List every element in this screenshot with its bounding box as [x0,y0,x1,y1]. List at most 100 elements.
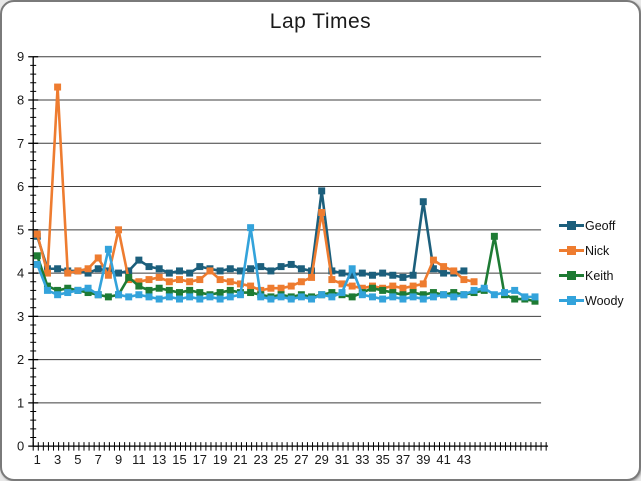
y-tick-label: 1 [17,395,24,410]
data-point-marker [511,295,519,303]
legend-label: Keith [585,268,614,283]
data-point-marker [419,295,427,303]
data-point-marker [399,291,407,299]
x-tick-label: 39 [416,452,430,467]
data-point-marker [135,291,143,299]
x-tick-label: 3 [54,452,61,467]
data-point-marker [450,267,458,275]
data-point-marker [490,291,498,299]
data-point-marker [338,269,346,277]
data-point-marker [429,256,437,264]
data-point-marker [54,286,62,294]
series-woody [33,224,539,303]
data-point-marker [54,83,62,91]
x-axis: 1 3 5 7 9 11 13 15 17 19 21 23 25 27 29 31 33 35 37 39 41 43 [32,442,549,467]
x-tick-label: 41 [436,452,450,467]
x-tick-label: 25 [274,452,288,467]
data-point-marker [358,291,366,299]
x-tick-label: 29 [314,452,328,467]
data-point-marker [115,291,123,299]
data-point-marker [94,265,102,273]
data-point-marker [308,295,316,303]
data-point-marker [165,269,173,277]
data-point-marker [277,293,285,301]
data-point-marker [115,269,123,277]
data-point-marker [155,265,163,273]
data-point-marker [186,269,194,277]
y-tick-label: 4 [17,266,24,281]
data-point-marker [389,289,397,297]
data-point-marker [440,291,448,299]
data-point-marker [247,289,255,297]
data-point-marker [267,295,275,303]
legend-label: Geoff [585,218,616,233]
data-point-marker [257,263,265,271]
data-point-marker [226,293,234,301]
data-point-marker [267,284,275,292]
data-point-marker [43,269,51,277]
data-point-marker [409,282,417,290]
data-point-marker [33,252,41,260]
data-point-marker [348,282,356,290]
data-point-marker [176,267,183,275]
data-point-marker [308,273,316,281]
x-tick-label: 11 [132,452,145,467]
data-point-marker [348,293,356,301]
data-point-marker [64,284,72,292]
data-point-marker [145,293,153,301]
x-tick-label: 43 [457,452,471,467]
data-point-marker [64,269,72,277]
data-point-marker [236,280,244,288]
data-point-marker [389,293,397,301]
y-tick-label: 3 [17,309,24,324]
data-point-marker [196,295,204,303]
data-point-marker [236,291,244,299]
chart-title: Lap Times [269,10,372,33]
legend-marker-icon [559,296,584,305]
data-point-marker [460,267,468,275]
data-point-marker [74,267,82,275]
data-point-marker [389,271,397,279]
data-point-marker [155,273,163,281]
data-point-marker [176,295,183,303]
data-point-marker [328,289,336,297]
data-point-marker [531,297,539,305]
data-point-marker [389,282,397,290]
data-point-marker [155,295,163,303]
x-tick-label: 27 [294,452,308,467]
data-point-marker [216,295,224,303]
data-point-marker [419,198,427,206]
data-point-marker [176,289,183,297]
data-point-marker [155,284,163,292]
data-point-marker [338,280,346,288]
data-point-marker [74,286,82,294]
data-point-marker [84,265,92,273]
x-tick-label: 23 [254,452,268,467]
x-tick-label: 19 [213,452,227,467]
y-tick-label: 8 [17,93,24,108]
data-point-marker [186,293,194,301]
data-point-marker [135,256,143,264]
data-point-marker [409,289,417,297]
data-point-marker [226,286,234,294]
data-point-marker [328,267,336,275]
data-point-marker [84,284,92,292]
data-point-marker [531,293,539,301]
data-point-marker [125,293,133,301]
data-point-marker [399,295,407,303]
data-point-marker [297,265,305,273]
data-point-marker [399,273,407,281]
data-point-marker [54,291,62,299]
x-tick-label: 7 [95,452,102,467]
data-point-marker [206,267,214,275]
data-point-marker [196,263,204,271]
data-point-marker [440,263,448,271]
data-point-marker [247,265,255,273]
legend-item-keith: Keith [559,263,624,288]
data-point-marker [277,284,285,292]
data-point-marker [247,224,255,232]
legend-label: Woody [585,293,624,308]
legend-item-nick: Nick [559,238,624,263]
data-point-marker [165,278,173,286]
data-point-marker [43,282,51,290]
